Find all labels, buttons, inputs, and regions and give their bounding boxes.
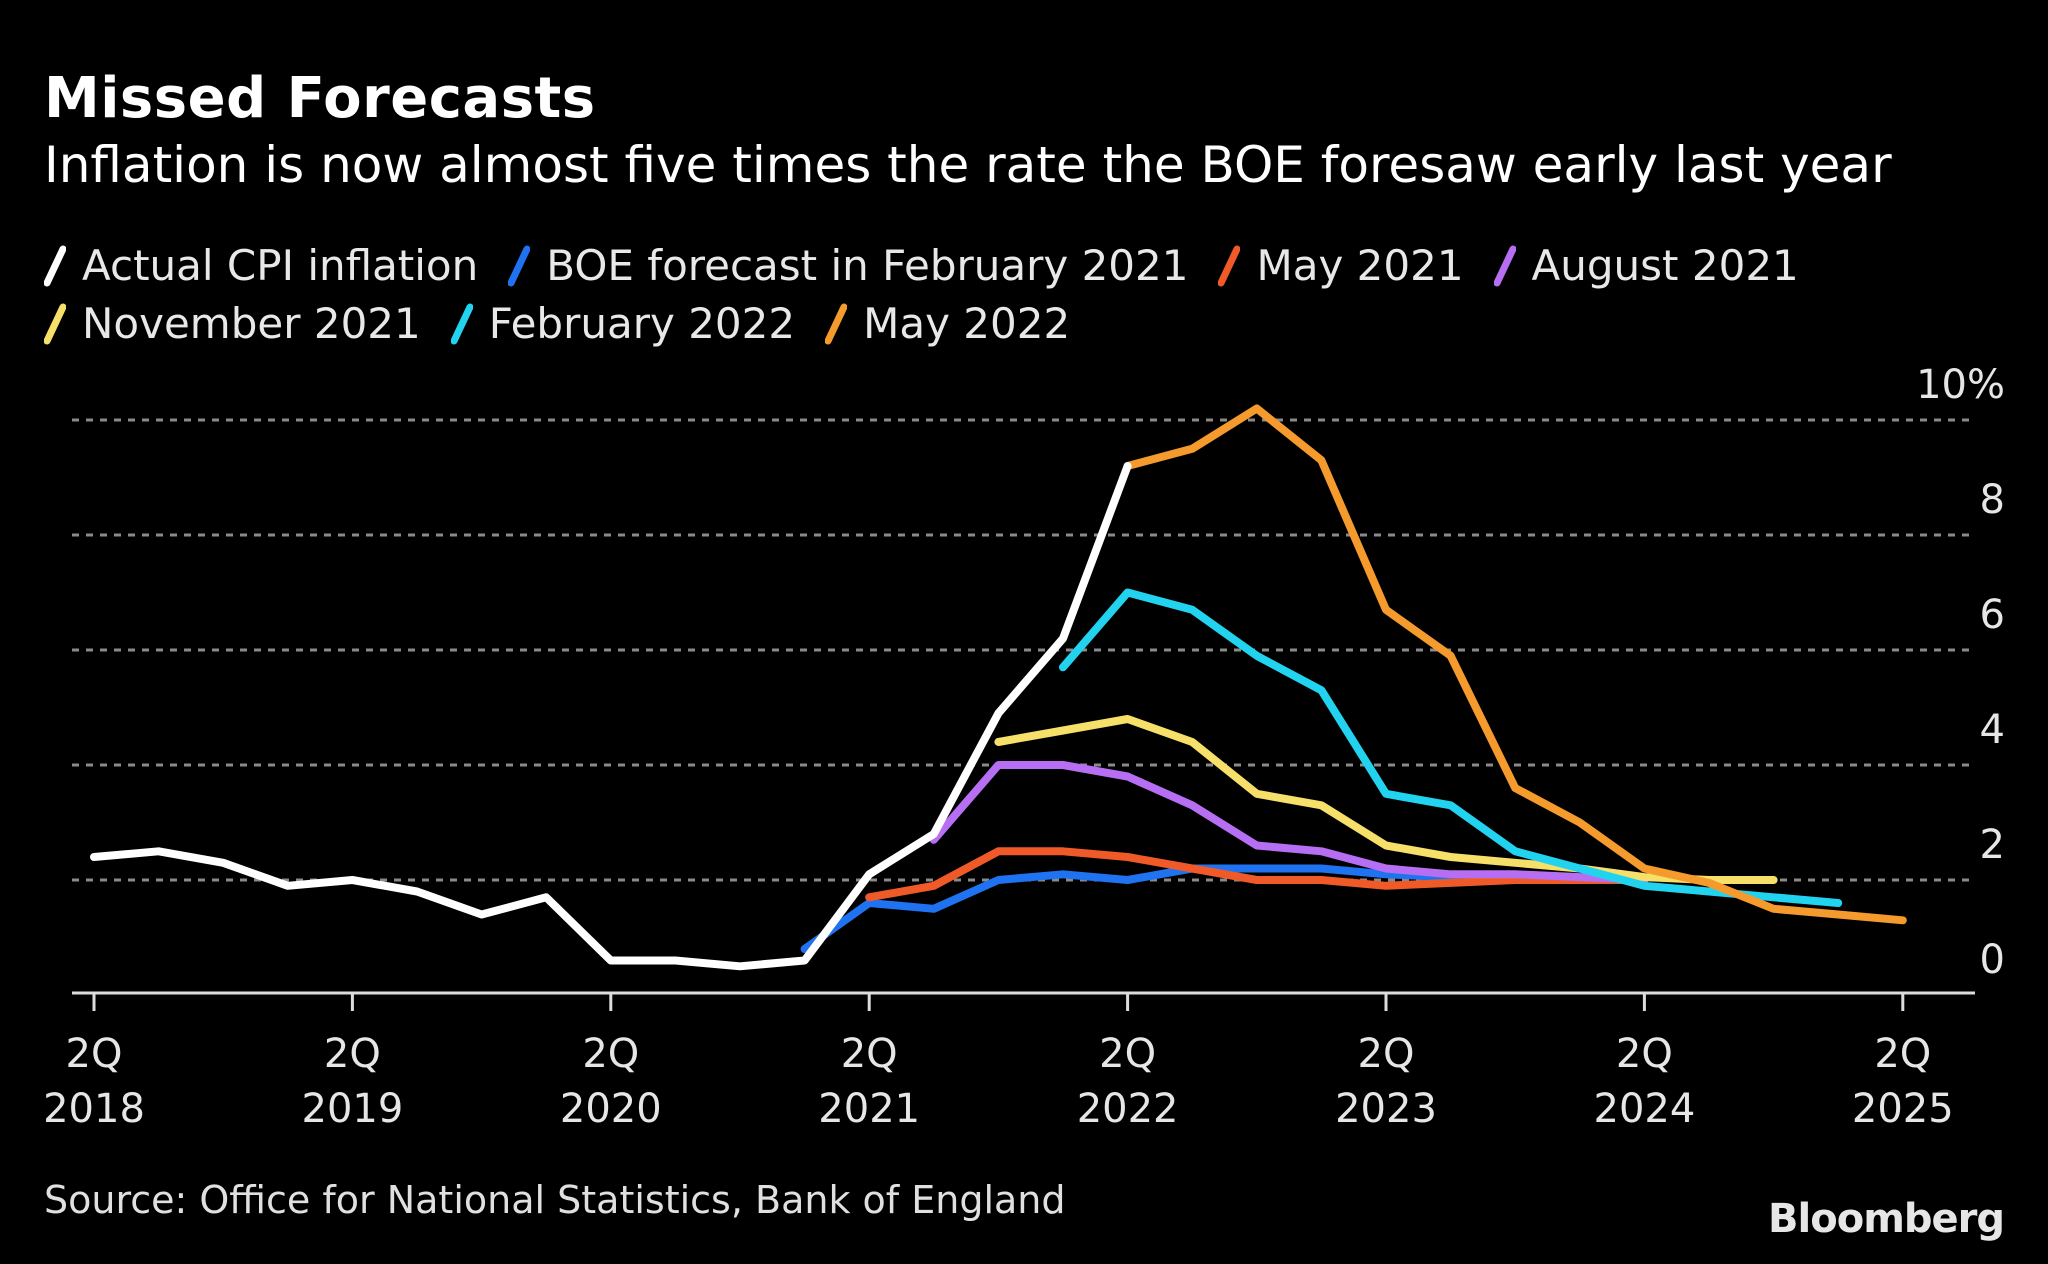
legend-swatch-stroke	[825, 303, 848, 345]
legend-swatch-stroke	[450, 303, 473, 345]
x-tick-label: 2Q	[324, 1031, 381, 1077]
x-tick-label: 2Q	[1358, 1031, 1415, 1077]
x-tick-label: 2Q	[66, 1031, 123, 1077]
series-line-may-2021	[865, 847, 1649, 902]
x-tick-label: 2Q	[582, 1031, 639, 1077]
legend-swatch-stroke	[1493, 245, 1516, 287]
legend-row-2: November 2021 February 2022 May 2022	[44, 294, 2004, 352]
legend-swatch-icon	[1218, 243, 1241, 287]
legend-swatch-icon	[508, 243, 531, 287]
x-tick-label: 2021	[818, 1086, 920, 1132]
legend-swatch-icon	[450, 301, 473, 345]
legend-swatch-icon	[1493, 243, 1516, 287]
legend-row-1: Actual CPI inflation BOE forecast in Feb…	[44, 236, 2004, 294]
legend-label: February 2022	[488, 298, 796, 348]
legend-item-nov-2021: November 2021	[44, 299, 421, 348]
legend-swatch-icon	[44, 301, 66, 345]
y-tick-label: 2	[1980, 822, 2005, 868]
x-tick-label: 2022	[1077, 1086, 1179, 1132]
source-note: Source: Office for National Statistics, …	[44, 1178, 1066, 1222]
y-tick-label: 8	[1980, 477, 2005, 523]
legend-swatch-icon	[825, 301, 848, 345]
x-tick-label: 2Q	[1099, 1031, 1156, 1077]
legend-swatch-stroke	[1218, 245, 1241, 287]
legend: Actual CPI inflation BOE forecast in Feb…	[44, 236, 2004, 352]
y-tick-label: 4	[1980, 707, 2005, 753]
x-tick-label: 2020	[560, 1086, 662, 1132]
legend-label: BOE forecast in February 2021	[546, 240, 1189, 290]
legend-item-may-2022: May 2022	[825, 299, 1070, 348]
x-tick-label: 2023	[1335, 1086, 1437, 1132]
chart-subtitle: Inflation is now almost five times the r…	[44, 136, 1892, 194]
legend-swatch-icon	[44, 243, 66, 287]
series-line-may-2022	[1123, 404, 1907, 925]
chart-title: Missed Forecasts	[44, 66, 596, 131]
series-line-february-2022	[1059, 588, 1843, 907]
legend-item-feb-2021: BOE forecast in February 2021	[508, 241, 1188, 290]
legend-label: May 2021	[1256, 240, 1464, 290]
x-tick-label: 2018	[43, 1086, 145, 1132]
x-tick-label: 2Q	[1874, 1031, 1931, 1077]
y-tick-label: 0	[1980, 937, 2005, 983]
legend-label: Actual CPI inflation	[82, 240, 479, 290]
series-line-august-2021	[929, 761, 1649, 884]
legend-swatch-stroke	[508, 245, 531, 287]
legend-label: August 2021	[1531, 240, 1799, 290]
legend-label: May 2022	[863, 298, 1071, 348]
y-tick-label: 10%	[1916, 362, 2005, 408]
x-tick-label: 2019	[302, 1086, 404, 1132]
legend-item-actual-cpi: Actual CPI inflation	[44, 241, 478, 290]
series-line-actual-cpi-inflation	[90, 462, 1132, 971]
x-tick-label: 2Q	[1616, 1031, 1673, 1077]
legend-label: November 2021	[82, 298, 421, 348]
bloomberg-logo: Bloomberg	[1768, 1196, 2005, 1242]
legend-item-aug-2021: August 2021	[1493, 240, 1799, 290]
legend-item-may-2021: May 2021	[1218, 240, 1464, 290]
x-tick-label: 2024	[1594, 1086, 1696, 1132]
legend-swatch-stroke	[44, 303, 66, 345]
y-tick-label: 6	[1980, 592, 2005, 638]
x-tick-label: 2Q	[841, 1031, 898, 1077]
legend-swatch-stroke	[44, 245, 66, 287]
series-line-november-2021	[994, 715, 1778, 884]
x-tick-label: 2025	[1852, 1086, 1954, 1132]
legend-item-feb-2022: February 2022	[450, 298, 796, 348]
